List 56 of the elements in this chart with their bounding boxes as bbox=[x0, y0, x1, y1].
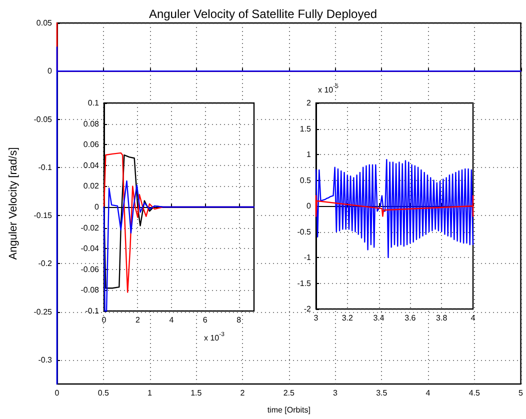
y-tick-label: 0.06 bbox=[83, 140, 100, 150]
x-tick-label: 0 bbox=[102, 316, 107, 324]
x-tick-label: 4 bbox=[470, 314, 476, 322]
y-tick-label: -0.04 bbox=[80, 244, 100, 254]
y-tick-label: 0.04 bbox=[83, 160, 100, 170]
y-tick-label: -0.02 bbox=[80, 223, 100, 232]
y-tick-label: 0.5 bbox=[300, 176, 312, 185]
x-tick-label: 5 bbox=[518, 388, 524, 398]
y-tick-label: 1 bbox=[306, 150, 312, 159]
y-tick-label: 0 bbox=[94, 202, 100, 212]
x-tick-label: 2 bbox=[135, 316, 140, 324]
y-tick-label: 0.1 bbox=[88, 98, 100, 108]
line-series bbox=[56, 46, 522, 385]
y-tick-label: -0.3 bbox=[38, 355, 53, 364]
x-tick-label: 3 bbox=[314, 314, 319, 322]
y-tick-label: -0.1 bbox=[85, 306, 100, 316]
chart-title: Anguler Velocity of Satellite Fully Deployed bbox=[148, 7, 378, 21]
x-tick-label: 0 bbox=[54, 388, 60, 398]
x-tick-label: 8 bbox=[236, 316, 242, 324]
y-tick-label: -0.5 bbox=[297, 227, 312, 236]
y-tick-label: 0.08 bbox=[83, 119, 100, 128]
y-tick-label: 0 bbox=[48, 66, 53, 76]
y-axis-title: Anguler Velocity [rad/s] bbox=[8, 147, 20, 260]
x-tick-label: 3.5 bbox=[376, 388, 388, 398]
x-axis-title: time [Orbits] bbox=[267, 406, 310, 414]
x-tick-label: 4 bbox=[426, 388, 431, 398]
x-tick-label: 2 bbox=[240, 388, 246, 398]
x-tick-label: 4.5 bbox=[468, 388, 481, 398]
y-tick-label: -2 bbox=[304, 304, 312, 314]
x-tick-label: 4 bbox=[169, 316, 174, 324]
y-tick-label: 0.02 bbox=[83, 182, 100, 191]
y-tick-label: -0.1 bbox=[38, 162, 53, 172]
x-tick-label: 0.5 bbox=[98, 388, 110, 398]
y-tick-label: -0.15 bbox=[34, 211, 53, 220]
x-tick-label: 1 bbox=[148, 388, 153, 398]
line-series bbox=[315, 195, 474, 217]
y-tick-label: -0.05 bbox=[34, 114, 53, 124]
y-tick-label: -0.25 bbox=[34, 307, 53, 316]
y-tick-label: 0.05 bbox=[36, 18, 53, 28]
x-tick-label: 3.8 bbox=[436, 314, 448, 322]
x-tick-label: 3 bbox=[333, 388, 338, 398]
y-tick-label: 1.5 bbox=[300, 124, 312, 134]
x-tick-label: 3.4 bbox=[373, 314, 385, 322]
x-tick-label: 2.5 bbox=[283, 388, 295, 398]
x-tick-label: 6 bbox=[202, 316, 208, 324]
x-tick-label: 1.5 bbox=[190, 388, 202, 398]
y-tick-label: -0.08 bbox=[80, 286, 100, 295]
y-tick-label: 0 bbox=[306, 202, 312, 210]
y-tick-label: -1 bbox=[304, 253, 312, 262]
y-tick-label: 2 bbox=[306, 98, 312, 108]
x-tick-label: 3.2 bbox=[342, 314, 354, 322]
y-tick-label: -0.06 bbox=[80, 264, 100, 274]
y-tick-label: -1.5 bbox=[297, 278, 312, 288]
y-tick-label: -0.2 bbox=[38, 259, 53, 268]
line-series bbox=[315, 159, 474, 258]
x-tick-label: 3.6 bbox=[404, 314, 416, 322]
